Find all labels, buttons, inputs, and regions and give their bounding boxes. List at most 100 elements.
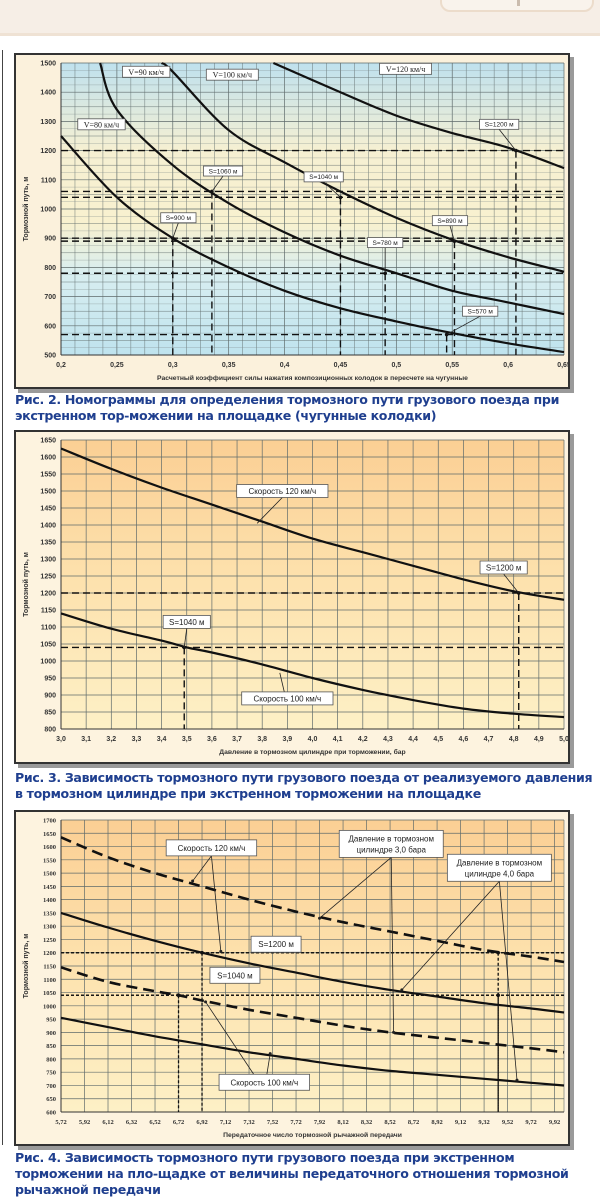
callout-label: цилиндре 3,0 бара (356, 845, 426, 854)
y-tick-label: 1300 (40, 119, 56, 126)
x-tick-label: 3,7 (232, 736, 242, 743)
x-tick-label: 0,2 (56, 362, 66, 369)
y-tick-label: 1550 (43, 857, 56, 864)
y-tick-label: 1250 (40, 574, 56, 581)
x-tick-label: 6,92 (196, 1119, 207, 1126)
curve-label: V=90 км/ч (128, 68, 163, 77)
x-tick-label: 6,72 (173, 1119, 184, 1126)
annotation-label: Скорость 120 км/ч (248, 487, 316, 496)
y-tick-label: 1250 (43, 937, 56, 944)
x-tick-label: 3,4 (157, 736, 167, 743)
header-button[interactable] (440, 0, 594, 12)
y-tick-label: 600 (44, 323, 56, 330)
callout-leader (498, 881, 518, 1081)
y-tick-label: 1200 (40, 591, 56, 598)
annotation-leader (183, 628, 188, 648)
callout-box (250, 935, 302, 953)
x-tick-label: 5,0 (559, 736, 568, 743)
annotation-label: S=1040 м (169, 618, 205, 627)
x-axis-title: Передаточное число тормозной рычажной пе… (223, 1131, 402, 1139)
x-tick-label: 8,32 (361, 1119, 372, 1126)
x-tick-label: 9,72 (525, 1119, 536, 1126)
y-tick-label: 900 (44, 236, 56, 243)
callout-box (165, 839, 258, 857)
callout-arrowhead (515, 1078, 519, 1082)
reference-point (496, 993, 500, 997)
x-tick-label: 4,7 (484, 736, 494, 743)
x-tick-label: 4,9 (534, 736, 544, 743)
y-tick-label: 1350 (40, 540, 56, 547)
x-tick-label: 8,72 (408, 1119, 419, 1126)
figure-2-chart: 500 600 700 800 900 1000 1100 1200 1300 1400 1500 0… (14, 53, 570, 389)
x-tick-label: 9,12 (455, 1119, 466, 1126)
series-line (60, 911, 565, 1014)
y-tick-label: 800 (46, 1056, 56, 1063)
y-tick-label: 500 (44, 353, 56, 360)
curve-label-box (205, 68, 259, 81)
annotation-box (431, 215, 469, 227)
x-tick-label: 3,0 (56, 736, 66, 743)
callout-label: S=1200 м (258, 940, 294, 949)
y-tick-label: 750 (46, 1070, 56, 1077)
callout-arrowhead (400, 988, 404, 992)
annotation-label: S=1200 м (486, 564, 522, 573)
y-tick-label: 1150 (43, 964, 56, 971)
x-tick-label: 3,3 (132, 736, 142, 743)
annotation-box (479, 560, 528, 575)
x-tick-label: 0,35 (222, 362, 236, 369)
y-axis-title: Тормозной путь, м (22, 552, 30, 617)
page-header-bar (0, 0, 600, 36)
x-tick-label: 7,52 (267, 1119, 278, 1126)
annotation-box (479, 118, 520, 130)
x-tick-label: 7,72 (290, 1119, 301, 1126)
callout-label: S=1040 м (217, 971, 253, 980)
annotation-box (203, 165, 244, 177)
y-tick-label: 900 (46, 1030, 56, 1037)
y-axis-title: Тормозной путь, м (22, 177, 30, 242)
annotation-leader (449, 225, 455, 242)
annotation-leader (172, 222, 179, 239)
annotation-box (462, 305, 499, 317)
x-tick-label: 4,6 (459, 736, 469, 743)
callout-arrowhead (392, 1030, 396, 1034)
figure-2-svg: 500 600 700 800 900 1000 1100 1200 1300 1400 1500 0… (22, 61, 568, 383)
callout-box (446, 853, 552, 882)
series-line (272, 61, 565, 170)
callout-label: Скорость 100 км/ч (230, 1078, 298, 1087)
callout-leader (192, 855, 212, 882)
figure-4-caption: Рис. 4. Зависимость тормозного пути груз… (15, 1150, 569, 1197)
y-tick-label: 1100 (41, 177, 56, 184)
y-tick-label: 1350 (43, 910, 56, 917)
left-border-rule (2, 50, 3, 1145)
callout-label: Давление в тормозном (349, 834, 434, 843)
callout-arrowhead (191, 879, 195, 883)
y-tick-label: 1100 (41, 625, 56, 632)
x-tick-label: 9,52 (502, 1119, 513, 1126)
y-tick-label: 1600 (40, 455, 56, 462)
x-tick-label: 8,92 (431, 1119, 442, 1126)
y-tick-label: 1450 (43, 884, 56, 891)
figure-3-chart: 800 850 900 950 1000 1050 1100 1150 1200 1250 1300… (14, 430, 570, 764)
callout-leader (211, 855, 222, 952)
curve-label: V=100 км/ч (213, 71, 252, 80)
callout-leader (319, 857, 392, 919)
y-tick-label: 950 (46, 1017, 56, 1024)
x-tick-label: 7,12 (220, 1119, 231, 1126)
x-tick-label: 3,1 (81, 736, 91, 743)
y-tick-label: 1000 (40, 659, 56, 666)
curve-label: V=80 км/ч (84, 120, 119, 129)
annotation-box (160, 212, 197, 224)
series-line (60, 612, 565, 719)
series-line (60, 447, 565, 601)
x-tick-label: 4,0 (308, 736, 318, 743)
x-tick-label: 4,1 (333, 736, 343, 743)
x-tick-label: 5,72 (55, 1119, 66, 1126)
annotation-label: S=1060 м (209, 168, 238, 175)
x-tick-label: 4,5 (433, 736, 443, 743)
callout-box (338, 829, 444, 858)
figure-3-caption: Рис. 3. Зависимость тормозного пути груз… (15, 770, 593, 801)
x-tick-label: 3,2 (106, 736, 116, 743)
x-tick-label: 0,3 (168, 362, 178, 369)
y-tick-label: 1050 (40, 642, 56, 649)
x-tick-label: 6,52 (149, 1119, 160, 1126)
